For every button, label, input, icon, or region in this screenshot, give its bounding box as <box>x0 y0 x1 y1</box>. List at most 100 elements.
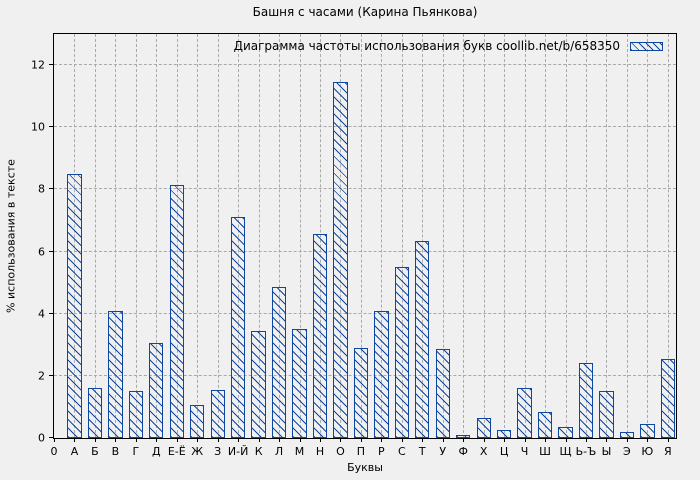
x-tick <box>258 438 260 442</box>
x-tick <box>360 438 362 442</box>
x-tick-label: Ш <box>539 445 551 458</box>
x-tick <box>217 438 219 442</box>
x-tick <box>401 438 403 442</box>
y-tick <box>49 437 54 438</box>
bar-С <box>394 267 409 438</box>
x-tick-label: Т <box>418 445 426 458</box>
bar-Ш <box>537 411 553 438</box>
x-tick-label: Л <box>274 445 284 458</box>
y-tick <box>49 126 54 128</box>
x-tick-label: З <box>214 445 222 458</box>
vertical-gridline <box>647 34 649 438</box>
x-tick <box>54 438 55 442</box>
x-axis-title: Буквы <box>347 461 383 474</box>
y-tick <box>49 374 54 376</box>
bar-Л <box>271 287 287 438</box>
x-tick <box>647 438 649 442</box>
x-tick <box>565 438 567 442</box>
y-tick-label: 4 <box>38 307 45 321</box>
x-tick-label: А <box>70 445 79 458</box>
y-axis-title: % использования в тексте <box>4 159 18 313</box>
vertical-gridline <box>197 34 199 438</box>
x-tick <box>626 438 628 442</box>
bar-Д <box>149 343 164 438</box>
x-tick-label: Г <box>132 445 140 458</box>
bar-Ь-Ъ <box>578 363 594 438</box>
x-tick-label: Б <box>91 445 99 458</box>
x-tick <box>176 438 178 442</box>
x-tick-label: Щ <box>559 445 572 458</box>
x-tick <box>340 438 342 442</box>
horizontal-gridline <box>54 250 676 252</box>
y-tick <box>49 188 54 190</box>
vertical-gridline <box>545 34 547 438</box>
x-tick <box>279 438 281 442</box>
x-tick <box>524 438 526 442</box>
x-tick <box>74 438 76 442</box>
y-tick-label: 6 <box>38 245 45 259</box>
y-tick-label: 10 <box>31 120 45 134</box>
vertical-gridline <box>156 34 158 438</box>
vertical-gridline <box>258 34 260 438</box>
bar-Е-Ё <box>169 184 184 438</box>
chart-title: Башня с часами (Карина Пьянкова) <box>252 5 478 19</box>
y-tick <box>49 312 54 314</box>
bar-Ы <box>599 391 614 438</box>
y-tick <box>49 64 54 66</box>
vertical-gridline <box>585 34 587 438</box>
vertical-gridline <box>667 34 669 438</box>
x-tick-label: К <box>254 445 263 458</box>
vertical-gridline <box>401 34 403 438</box>
vertical-gridline <box>135 34 137 438</box>
bar-Г <box>128 391 143 438</box>
x-tick <box>483 438 485 442</box>
x-tick <box>504 438 506 442</box>
x-tick-label: Д <box>152 445 161 458</box>
vertical-gridline <box>94 34 96 438</box>
bar-Х <box>476 417 491 438</box>
x-tick <box>381 438 383 442</box>
x-tick-label: М <box>294 445 305 458</box>
bar-У <box>435 349 450 438</box>
bar-Р <box>374 310 389 438</box>
x-tick <box>422 438 424 442</box>
vertical-gridline <box>381 34 383 438</box>
vertical-gridline <box>504 34 506 438</box>
bar-Ж <box>190 405 205 438</box>
x-tick-label: В <box>111 445 120 458</box>
legend-label: Диаграмма частоты использования букв coo… <box>233 39 620 53</box>
x-tick-label: 0 <box>50 445 58 458</box>
vertical-gridline <box>442 34 444 438</box>
x-tick-label: Ч <box>520 445 529 458</box>
bar-Т <box>415 240 430 438</box>
bar-М <box>292 329 307 438</box>
legend-key-swatch-icon <box>630 41 663 51</box>
bar-К <box>251 330 266 438</box>
bar-П <box>353 347 369 438</box>
bar-Щ <box>558 427 573 438</box>
x-tick-label: У <box>439 445 447 458</box>
x-tick-label: Е-Ё <box>167 445 186 458</box>
y-tick-label: 0 <box>38 431 45 445</box>
x-tick <box>442 438 444 442</box>
bar-Б <box>87 388 103 438</box>
vertical-gridline <box>422 34 424 438</box>
x-tick <box>545 438 547 442</box>
vertical-gridline <box>483 34 485 438</box>
x-tick-label: Ж <box>191 445 204 458</box>
vertical-gridline <box>524 34 526 438</box>
y-tick-label: 12 <box>31 58 45 72</box>
bar-И-Й <box>230 217 246 438</box>
x-tick-label: Р <box>378 445 385 458</box>
x-tick-label: Ь-Ъ <box>575 445 597 458</box>
y-tick <box>49 250 54 252</box>
x-tick <box>135 438 137 442</box>
x-tick-label: Э <box>623 445 631 458</box>
x-tick-label: О <box>336 445 345 458</box>
x-tick <box>156 438 158 442</box>
bar-З <box>210 389 225 438</box>
x-tick-label: Ю <box>641 445 654 458</box>
horizontal-gridline <box>54 64 676 66</box>
x-tick-label: С <box>397 445 406 458</box>
